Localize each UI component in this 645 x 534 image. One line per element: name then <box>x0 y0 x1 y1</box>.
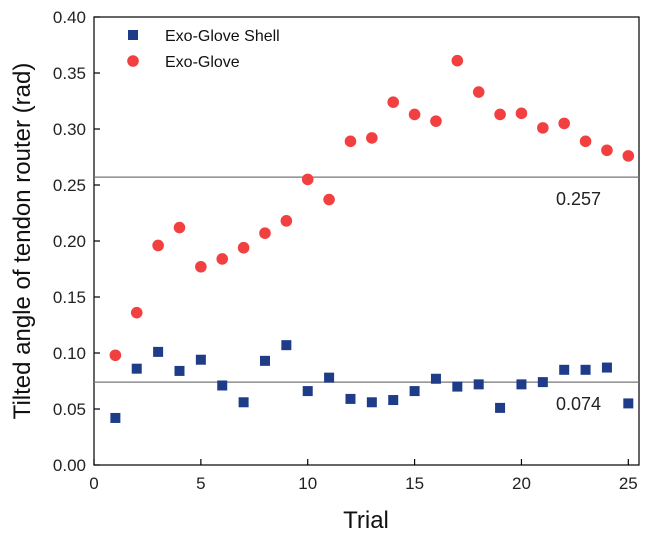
data-point-exo-glove-shell <box>537 377 548 388</box>
data-point-exo-glove <box>130 306 143 319</box>
data-point-exo-glove-shell <box>516 379 527 390</box>
y-tick-label: 0.15 <box>53 288 86 307</box>
y-tick-label: 0.40 <box>53 8 86 27</box>
data-point-exo-glove <box>195 260 207 273</box>
y-tick-label: 0.25 <box>53 176 86 195</box>
x-tick-label: 15 <box>405 474 424 493</box>
data-point-exo-glove <box>537 122 549 134</box>
data-points <box>109 54 635 423</box>
y-tick-label: 0.00 <box>53 456 86 475</box>
axis-ticks: 0 5 10 15 20 25 0.00 0.05 0.10 0.15 0.20 0.25 0.30 0.… <box>53 8 638 493</box>
data-point-exo-glove <box>366 132 378 144</box>
data-point-exo-glove <box>173 221 186 234</box>
data-point-exo-glove <box>344 135 357 148</box>
y-tick-label: 0.30 <box>53 120 86 139</box>
data-point-exo-glove <box>430 115 442 127</box>
x-axis-title: Trial <box>343 507 389 534</box>
data-point-exo-glove-shell <box>473 379 484 390</box>
data-point-exo-glove-shell <box>324 372 335 383</box>
data-point-exo-glove-shell <box>495 402 506 413</box>
data-point-exo-glove-shell <box>345 393 356 404</box>
data-point-exo-glove-shell <box>388 395 399 406</box>
data-point-exo-glove <box>216 253 229 265</box>
data-point-exo-glove <box>558 117 570 130</box>
legend-marker <box>127 55 139 67</box>
data-point-exo-glove-shell <box>559 364 570 375</box>
y-tick-label: 0.35 <box>53 64 86 83</box>
data-point-exo-glove <box>259 227 271 239</box>
data-point-exo-glove-shell <box>110 412 121 423</box>
data-point-exo-glove <box>387 96 400 108</box>
x-tick-label: 20 <box>512 474 531 493</box>
reference-line-label: 0.074 <box>556 394 601 414</box>
data-point-exo-glove-shell <box>153 346 164 357</box>
y-tick-label: 0.10 <box>53 344 86 363</box>
data-point-exo-glove-shell <box>366 397 377 408</box>
data-point-exo-glove-shell <box>259 355 270 366</box>
data-point-exo-glove-shell <box>601 362 612 373</box>
legend-label: Exo-Glove <box>165 54 240 71</box>
legend-marker <box>128 30 138 40</box>
y-tick-label: 0.20 <box>53 232 86 251</box>
data-point-exo-glove <box>579 135 592 148</box>
x-tick-label: 10 <box>298 474 317 493</box>
data-point-exo-glove-shell <box>174 365 185 376</box>
data-point-exo-glove <box>494 108 506 121</box>
data-point-exo-glove-shell <box>195 354 206 365</box>
reference-lines: 0.257 0.074 <box>94 176 639 414</box>
legend-label: Exo-Glove Shell <box>165 28 280 45</box>
data-point-exo-glove <box>622 150 635 162</box>
data-point-exo-glove-shell <box>623 398 634 409</box>
data-point-exo-glove <box>280 215 293 227</box>
data-point-exo-glove <box>472 86 485 98</box>
data-point-exo-glove <box>451 54 464 67</box>
data-point-exo-glove <box>152 239 164 252</box>
x-tick-label: 5 <box>196 474 205 493</box>
legend: Exo-Glove Shell Exo-Glove <box>127 28 280 71</box>
y-tick-label: 0.05 <box>53 400 86 419</box>
data-point-exo-glove <box>601 144 613 157</box>
data-point-exo-glove <box>515 107 528 120</box>
data-point-exo-glove <box>408 108 421 121</box>
data-point-exo-glove-shell <box>409 386 420 397</box>
y-axis-title: Tilted angle of tendon router (rad) <box>9 63 36 420</box>
data-point-exo-glove <box>109 349 122 362</box>
data-point-exo-glove-shell <box>430 373 441 384</box>
data-point-exo-glove <box>323 193 335 206</box>
data-point-exo-glove-shell <box>131 363 142 374</box>
data-point-exo-glove-shell <box>238 397 249 408</box>
data-point-exo-glove-shell <box>281 340 292 351</box>
data-point-exo-glove <box>237 241 250 254</box>
x-tick-label: 25 <box>619 474 638 493</box>
data-point-exo-glove <box>301 173 314 186</box>
data-point-exo-glove-shell <box>302 386 313 397</box>
data-point-exo-glove-shell <box>217 380 228 391</box>
reference-line-label: 0.257 <box>556 189 601 209</box>
x-tick-label: 0 <box>89 474 98 493</box>
data-point-exo-glove-shell <box>452 381 463 392</box>
data-point-exo-glove-shell <box>580 364 591 375</box>
